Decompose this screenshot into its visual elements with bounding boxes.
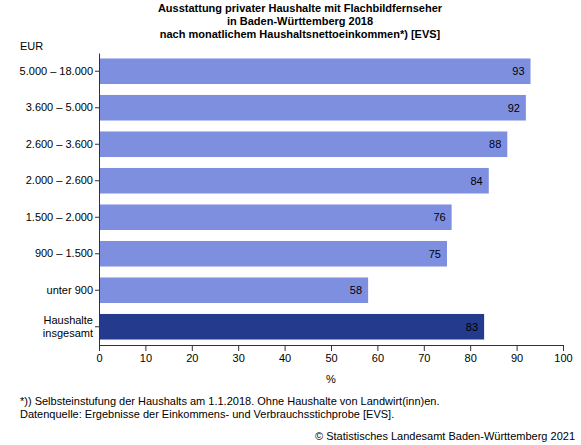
x-tick-label: 90 bbox=[511, 352, 523, 364]
y-tick-label: 3.600 – 5.000 bbox=[26, 101, 93, 113]
y-tick: 2.000 – 2.600 bbox=[26, 174, 99, 186]
y-tick: 900 – 1.500 bbox=[35, 247, 99, 259]
x-tick-mark bbox=[377, 345, 378, 351]
y-tick-label: 5.000 – 18.000 bbox=[20, 65, 93, 77]
x-tick-label: 30 bbox=[233, 352, 245, 364]
y-tick-mark bbox=[95, 253, 99, 254]
data-label: 84 bbox=[471, 175, 483, 187]
y-axis: 5.000 – 18.000 3.600 – 5.000 2.600 – 3.600… bbox=[20, 54, 100, 346]
x-tick-label: 70 bbox=[418, 352, 430, 364]
footnote: *)) Selbsteinstufung der Haushalts am 1.… bbox=[20, 395, 439, 407]
y-tick-label: unter 900 bbox=[47, 284, 93, 296]
y-axis-line bbox=[99, 54, 100, 346]
y-tick-mark bbox=[95, 290, 99, 291]
x-tick-label: 60 bbox=[372, 352, 384, 364]
x-tick-label: 50 bbox=[325, 352, 337, 364]
y-tick: 1.500 – 2.000 bbox=[26, 211, 99, 223]
x-tick-mark bbox=[99, 345, 100, 351]
bar bbox=[99, 131, 507, 157]
bar bbox=[99, 168, 489, 194]
plot: 93 92 88 84 76 75 58 83 0 10 20 30 40 50 60 70 80 90 100 5.… bbox=[20, 54, 573, 364]
chart: Ausstattung privater Haushalte mit Flach… bbox=[0, 0, 581, 445]
y-tick: unter 900 bbox=[47, 284, 99, 296]
x-tick: 100 bbox=[554, 345, 572, 364]
x-tick-mark bbox=[192, 345, 193, 351]
bar bbox=[99, 58, 531, 84]
y-tick: Haushalteinsgesamt bbox=[43, 314, 99, 339]
title-line: in Baden-Württemberg 2018 bbox=[227, 15, 373, 27]
x-tick: 50 bbox=[325, 345, 337, 364]
x-tick-label: 10 bbox=[140, 352, 152, 364]
bars bbox=[99, 58, 531, 339]
footnotes: *)) Selbsteinstufung der Haushalts am 1.… bbox=[20, 395, 439, 420]
title-line: nach monatlichem Haushaltsnettoeinkommen… bbox=[160, 28, 441, 40]
x-tick: 80 bbox=[465, 345, 477, 364]
y-tick: 5.000 – 18.000 bbox=[20, 65, 99, 77]
data-label: 83 bbox=[466, 321, 478, 333]
data-label: 92 bbox=[508, 102, 520, 114]
credit: © Statistisches Landesamt Baden-Württemb… bbox=[315, 430, 575, 442]
y-tick: 2.600 – 3.600 bbox=[26, 138, 99, 150]
x-tick: 40 bbox=[279, 345, 291, 364]
x-tick-mark bbox=[470, 345, 471, 351]
x-tick-mark bbox=[517, 345, 518, 351]
y-tick-label: 1.500 – 2.000 bbox=[26, 211, 93, 223]
title: Ausstattung privater Haushalte mit Flach… bbox=[158, 2, 443, 40]
y-tick-label: Haushalteinsgesamt bbox=[43, 314, 93, 339]
data-label: 75 bbox=[429, 248, 441, 260]
x-tick-label: 20 bbox=[186, 352, 198, 364]
y-tick-mark bbox=[95, 144, 99, 145]
x-axis: 0 10 20 30 40 50 60 70 80 90 100 bbox=[96, 345, 572, 364]
x-tick-label: 80 bbox=[465, 352, 477, 364]
bar bbox=[99, 95, 526, 121]
footnote: Datenquelle: Ergebnisse der Einkommens- … bbox=[20, 408, 394, 420]
x-tick-mark bbox=[285, 345, 286, 351]
bar bbox=[99, 277, 368, 303]
x-tick: 70 bbox=[418, 345, 430, 364]
x-tick: 10 bbox=[140, 345, 152, 364]
x-tick-label: 40 bbox=[279, 352, 291, 364]
x-tick: 0 bbox=[96, 345, 102, 364]
data-label: 93 bbox=[512, 65, 524, 77]
x-axis-title: % bbox=[326, 373, 336, 385]
title-line: Ausstattung privater Haushalte mit Flach… bbox=[158, 2, 443, 14]
x-tick-mark bbox=[563, 345, 564, 351]
y-axis-title: EUR bbox=[20, 40, 43, 52]
y-tick: 3.600 – 5.000 bbox=[26, 101, 99, 113]
data-labels: 93 92 88 84 76 75 58 83 bbox=[350, 65, 525, 333]
y-tick-label: 2.000 – 2.600 bbox=[26, 174, 93, 186]
x-tick: 90 bbox=[511, 345, 523, 364]
y-tick-label: 2.600 – 3.600 bbox=[26, 138, 93, 150]
x-tick-mark bbox=[424, 345, 425, 351]
y-tick-label: 900 – 1.500 bbox=[35, 247, 93, 259]
y-tick-mark bbox=[95, 71, 99, 72]
y-tick-mark bbox=[95, 326, 99, 327]
y-tick-mark bbox=[95, 107, 99, 108]
x-tick: 60 bbox=[372, 345, 384, 364]
data-label: 58 bbox=[350, 284, 362, 296]
y-tick-mark bbox=[95, 217, 99, 218]
data-label: 88 bbox=[489, 138, 501, 150]
x-tick: 30 bbox=[233, 345, 245, 364]
x-tick-mark bbox=[238, 345, 239, 351]
y-tick-mark bbox=[95, 180, 99, 181]
x-tick-label: 100 bbox=[554, 352, 572, 364]
x-tick-mark bbox=[145, 345, 146, 351]
x-tick-mark bbox=[331, 345, 332, 351]
bar bbox=[99, 241, 447, 267]
x-tick-label: 0 bbox=[96, 352, 102, 364]
x-tick: 20 bbox=[186, 345, 198, 364]
bar bbox=[99, 314, 484, 340]
bar bbox=[99, 204, 452, 230]
data-label: 76 bbox=[433, 211, 445, 223]
